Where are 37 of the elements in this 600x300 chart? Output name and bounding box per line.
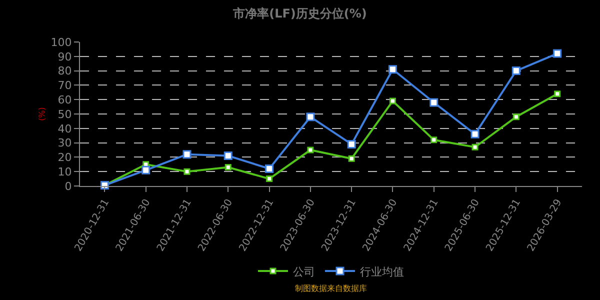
point <box>347 140 356 148</box>
y-tick-label: 60 <box>58 93 72 106</box>
point <box>388 65 397 74</box>
y-tick-label: 70 <box>58 79 72 92</box>
point <box>512 114 520 120</box>
point <box>224 152 232 160</box>
y-tick-label: 10 <box>58 165 72 178</box>
y-tick-label: 30 <box>58 136 72 150</box>
point <box>470 130 480 138</box>
point <box>348 155 355 162</box>
point <box>142 166 150 174</box>
y-tick-label: 0 <box>64 180 72 193</box>
legend-label: 行业均值 <box>360 265 404 278</box>
legend-label: 公司 <box>293 265 315 278</box>
text: 制图数据来自数据库 <box>295 284 367 293</box>
point <box>266 176 273 182</box>
point <box>306 112 315 122</box>
point <box>472 144 478 150</box>
y-axis-title: (%) <box>38 107 46 121</box>
y-tick-label: 50 <box>58 108 72 121</box>
point <box>430 136 438 144</box>
y-tick-label: 80 <box>58 64 72 78</box>
point <box>512 66 520 76</box>
chart-title: 市净率(LF)历史分位(%) <box>232 6 367 20</box>
y-tick-label: 40 <box>58 122 72 136</box>
point <box>182 150 192 159</box>
y-tick-label: 100 <box>50 36 72 49</box>
point <box>265 164 274 173</box>
point <box>307 146 314 154</box>
y-tick-label: 20 <box>58 151 72 164</box>
point <box>224 164 232 171</box>
y-tick-label: 90 <box>58 50 72 64</box>
point <box>389 98 396 104</box>
point <box>430 98 438 107</box>
point <box>553 49 562 58</box>
point <box>554 90 561 98</box>
point <box>184 168 190 175</box>
